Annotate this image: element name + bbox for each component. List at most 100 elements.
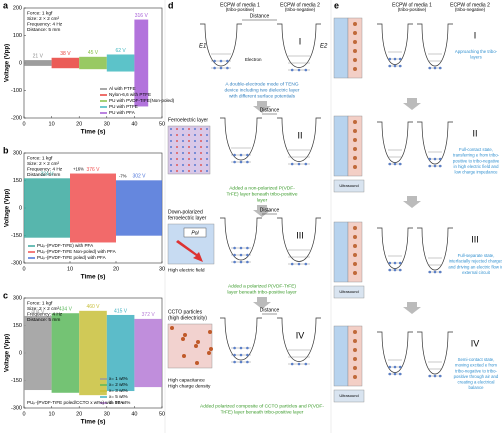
x-tick-label: 10 — [49, 411, 55, 417]
particle — [353, 147, 357, 151]
potential-well — [200, 23, 242, 67]
particle — [353, 22, 357, 26]
signal-band — [24, 315, 52, 391]
stage-caption: positive through air and — [454, 374, 499, 379]
potential-well — [277, 217, 321, 262]
stage-caption: Semi-contact state, — [458, 357, 495, 362]
electron — [246, 246, 249, 250]
stage-arrow — [253, 297, 271, 309]
potential-well — [277, 23, 321, 68]
dipole — [200, 170, 202, 172]
x-tick-label: 30 — [104, 121, 110, 127]
particle — [353, 330, 357, 334]
annotation: -7% — [119, 173, 127, 178]
electron — [388, 162, 392, 166]
electron — [398, 64, 402, 68]
particle — [353, 58, 357, 62]
dipole — [188, 128, 190, 130]
dipole — [170, 146, 172, 148]
x-tick-label: 0 — [22, 121, 25, 127]
dipole — [206, 152, 208, 154]
electron — [428, 374, 432, 378]
stage-caption: layers — [470, 55, 481, 60]
stage-arrow — [403, 302, 421, 314]
value-label: 460 V — [86, 304, 100, 310]
value-label: 38 V — [60, 51, 71, 57]
electron — [233, 253, 236, 257]
dipole — [200, 128, 202, 130]
pol-box — [183, 227, 207, 238]
electron — [213, 66, 216, 70]
electron — [246, 153, 249, 157]
particle — [353, 375, 357, 379]
value-label: 434 V — [59, 307, 73, 313]
signal-band — [116, 180, 162, 236]
electron — [393, 365, 397, 369]
x-tick-label: 0 — [22, 266, 25, 272]
dipole — [188, 140, 190, 142]
dipole — [200, 164, 202, 166]
stage-numeral: I — [474, 30, 477, 40]
pol-label: Pol — [191, 230, 199, 236]
electron — [239, 246, 243, 250]
ccto-layer — [167, 323, 213, 369]
stage-numeral: II — [297, 130, 302, 140]
legend-label: PUₚ-(PVDF-TrFE) with PFA — [37, 243, 94, 248]
y-tick-label: 0 — [19, 350, 22, 356]
value-label: 45 V — [88, 50, 99, 56]
dipole — [188, 170, 190, 172]
stage-caption: layer — [257, 197, 268, 203]
particle — [353, 31, 357, 35]
stage-numeral: IV — [296, 330, 305, 340]
value-label: 316 V — [135, 13, 149, 19]
dipole — [206, 170, 208, 172]
signal-band — [134, 19, 149, 107]
dipole — [176, 140, 178, 142]
particle — [353, 366, 357, 370]
ccto-particle — [196, 340, 200, 344]
dipole — [182, 134, 184, 136]
electron — [438, 164, 442, 168]
electron — [428, 270, 432, 274]
electron — [233, 260, 236, 264]
x-tick-label: 50 — [159, 121, 165, 127]
electron — [290, 68, 294, 72]
dipole — [170, 134, 172, 136]
legend-label: x= 2 wt% — [109, 382, 128, 387]
stage-numeral: III — [296, 230, 304, 240]
electron — [304, 262, 308, 266]
dipole — [194, 134, 196, 136]
particle — [353, 67, 357, 71]
dipole — [200, 152, 202, 154]
particle — [353, 253, 357, 257]
dipole — [176, 170, 178, 172]
stage-caption: Added a polarized P(VDF-TrFE) — [228, 283, 296, 289]
stage-numeral: I — [299, 36, 302, 46]
stage-caption: in high electric field and — [454, 164, 500, 169]
electron — [393, 57, 397, 61]
note: PUₚ-(PVDF-TrFE poled/CCTO x wt%) with PF… — [27, 400, 124, 405]
signal-band — [79, 310, 107, 396]
particle — [353, 339, 357, 343]
stage-label: High charge density — [168, 383, 211, 389]
dipole — [182, 128, 184, 130]
dipole — [182, 164, 184, 166]
potential-well — [377, 23, 413, 65]
dipole — [182, 158, 184, 160]
ccto-particle — [182, 354, 186, 358]
electron — [304, 362, 308, 366]
particle — [353, 226, 357, 230]
electron — [290, 262, 294, 266]
y-tick-label: 200 — [13, 5, 22, 11]
electron — [393, 261, 397, 265]
electron — [290, 162, 294, 166]
dipole — [170, 158, 172, 160]
electron — [398, 162, 402, 166]
device-layer — [347, 115, 363, 177]
header: ECPW of media 1 — [220, 2, 260, 8]
electron — [398, 268, 402, 272]
signal-band — [24, 178, 70, 238]
electron — [246, 360, 249, 364]
info-line: Force: 1 kgf — [27, 10, 53, 16]
dipole — [176, 134, 178, 136]
